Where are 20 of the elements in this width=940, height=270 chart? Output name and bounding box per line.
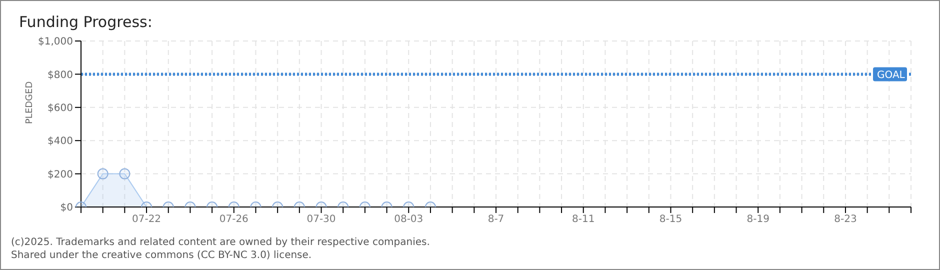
x-tick-label: 8-23 bbox=[834, 214, 857, 226]
y-tick-label: $1,000 bbox=[38, 36, 73, 48]
y-axis-title: PLEDGED bbox=[25, 81, 36, 124]
x-tick-label: 07-26 bbox=[219, 214, 248, 226]
chart-title: Funding Progress: bbox=[19, 13, 152, 31]
x-tick-label: 07-22 bbox=[132, 214, 162, 226]
x-tick-label: 8-19 bbox=[746, 214, 770, 226]
ref-line-label: GOAL bbox=[877, 70, 906, 82]
y-tick-label: $400 bbox=[48, 136, 73, 148]
x-tick-label: 08-03 bbox=[394, 214, 424, 226]
y-tick-label: $0 bbox=[60, 202, 73, 214]
x-tick-label: 8-15 bbox=[659, 214, 682, 226]
text: (c)2025. Trademarks and related content are owned by their respective companies. bbox=[11, 237, 430, 248]
y-tick-label: $800 bbox=[48, 70, 73, 81]
text: Shared under the creative commons (CC BY-NC 3.0) license. bbox=[11, 250, 312, 261]
y-tick-label: $200 bbox=[48, 169, 73, 180]
y-tick-label: $600 bbox=[48, 102, 73, 114]
x-tick-label: 07-30 bbox=[306, 214, 336, 226]
x-tick-label: 8-11 bbox=[572, 214, 595, 226]
x-tick-label: 8-7 bbox=[488, 214, 504, 226]
